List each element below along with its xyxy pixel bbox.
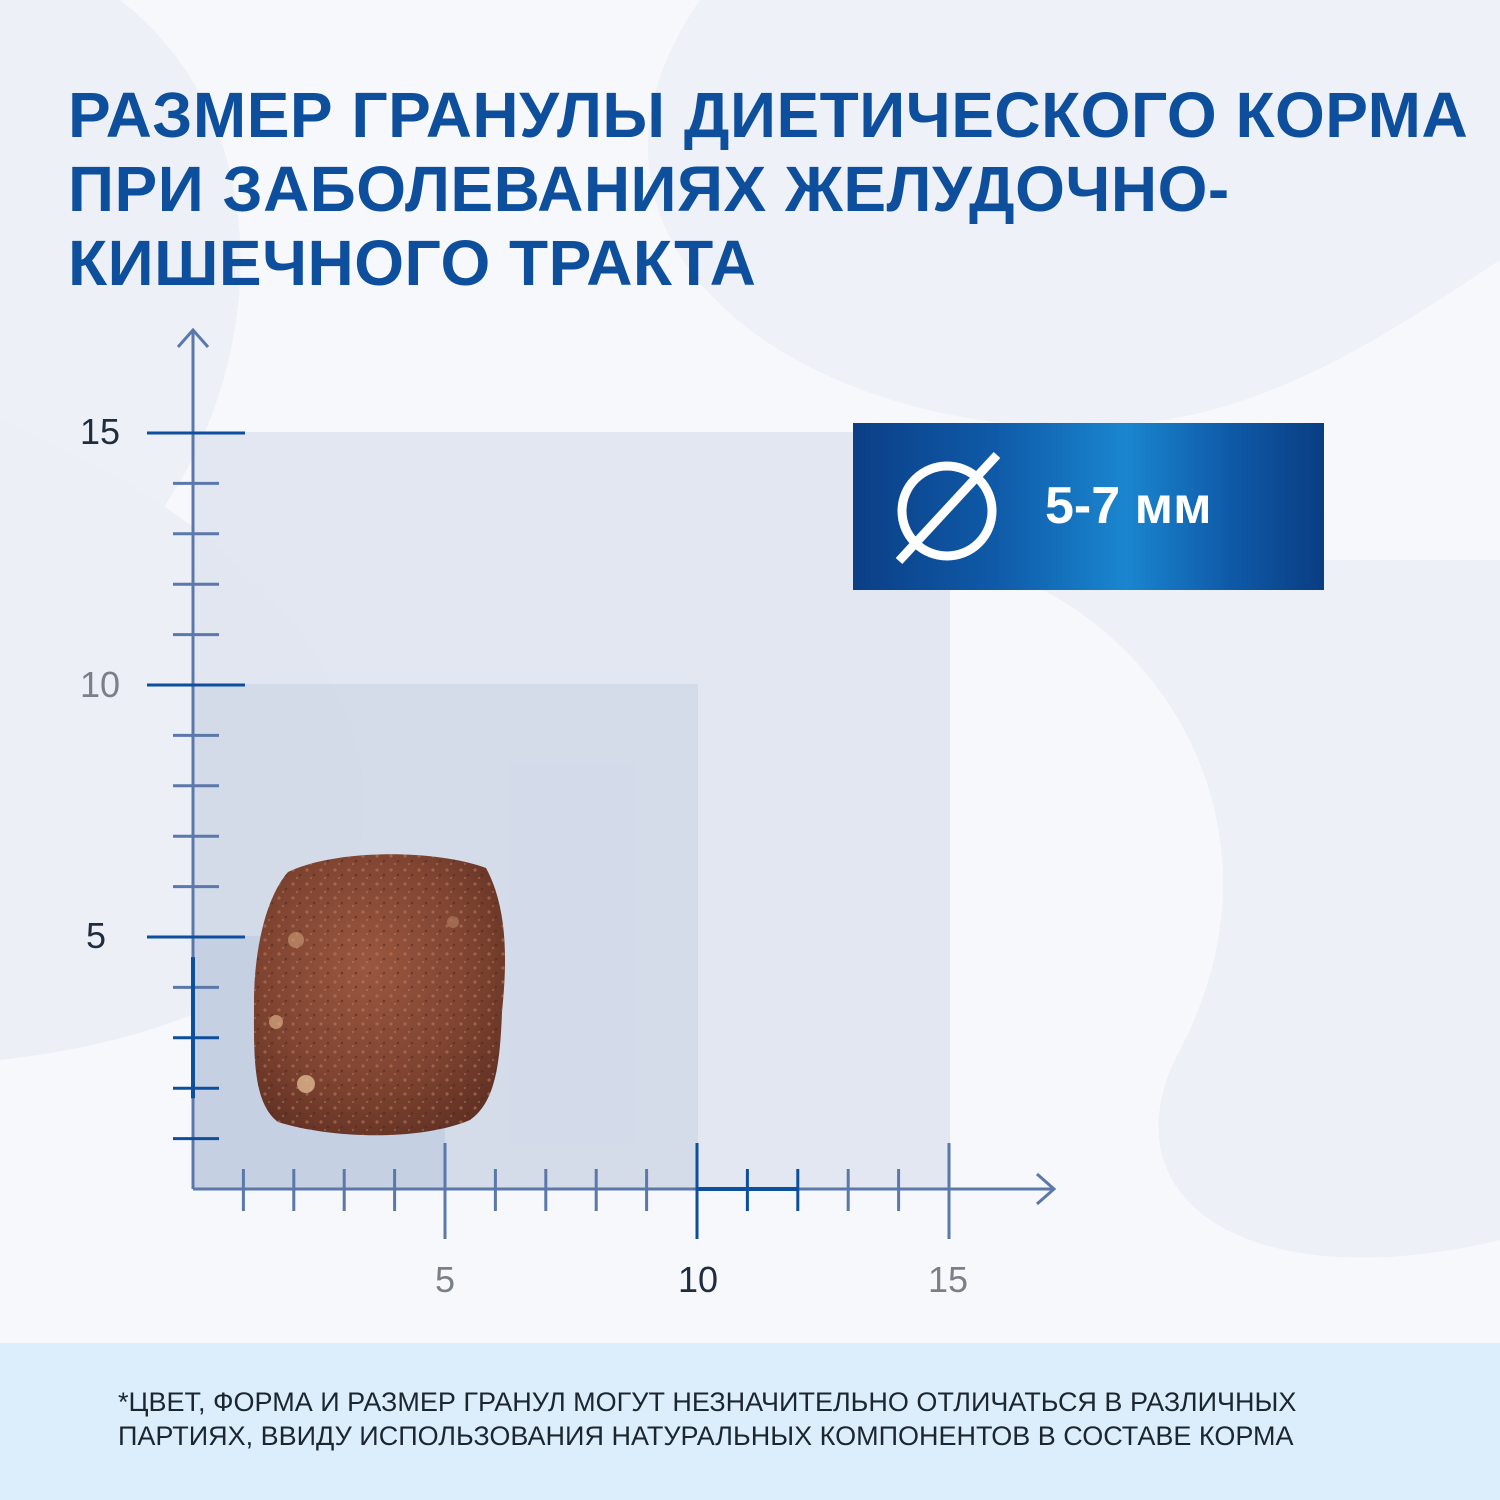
y-axis-ticks (147, 431, 245, 1141)
y-label-5: 5 (86, 915, 107, 956)
x-label-15: 15 (928, 1259, 969, 1300)
y-label-15: 15 (80, 411, 121, 452)
size-value: 5-7 мм (1045, 477, 1212, 535)
background-swirl (0, 420, 365, 1060)
kibble-image (253, 854, 506, 1136)
diameter-icon (895, 451, 1001, 565)
measurement-grid (147, 327, 1057, 1239)
x-axis (193, 1172, 1057, 1206)
size-badge: 5-7 мм (853, 423, 1324, 590)
x-label-10: 10 (678, 1259, 719, 1300)
title-line-1: РАЗМЕР ГРАНУЛЫ ДИЕТИЧЕСКОГО КОРМА (68, 79, 1469, 151)
x-axis-ticks (241, 1143, 951, 1239)
footnote-line-1: *ЦВЕТ, ФОРМА И РАЗМЕР ГРАНУЛ МОГУТ НЕЗНА… (118, 1387, 1297, 1417)
footnote-line-2: ПАРТИЯХ, ВВИДУ ИСПОЛЬЗОВАНИЯ НАТУРАЛЬНЫХ… (118, 1421, 1294, 1451)
title-line-3: КИШЕЧНОГО ТРАКТА (68, 227, 757, 299)
footnote-text: *ЦВЕТ, ФОРМА И РАЗМЕР ГРАНУЛ МОГУТ НЕЗНА… (118, 1385, 1418, 1453)
x-label-5: 5 (435, 1259, 456, 1300)
y-label-10: 10 (80, 664, 121, 705)
page-title: РАЗМЕР ГРАНУЛЫ ДИЕТИЧЕСКОГО КОРМА ПРИ ЗА… (68, 78, 1469, 300)
title-line-2: ПРИ ЗАБОЛЕВАНИЯХ ЖЕЛУДОЧНО- (68, 153, 1230, 225)
footnote-bar: *ЦВЕТ, ФОРМА И РАЗМЕР ГРАНУЛ МОГУТ НЕЗНА… (0, 1343, 1500, 1500)
